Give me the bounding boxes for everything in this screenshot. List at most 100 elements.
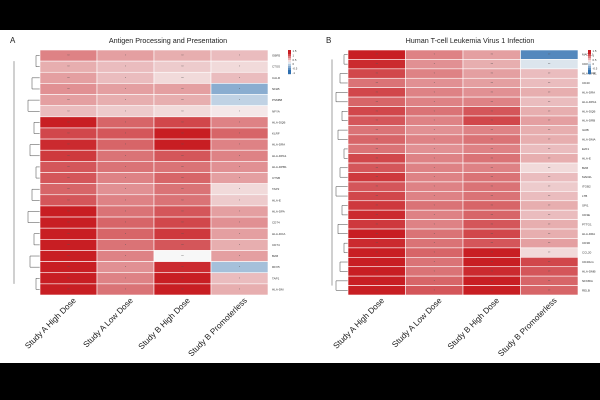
cell-significance-label: ** [67, 87, 70, 91]
row-label: HLA-DRA [582, 90, 595, 94]
cell-significance-label: ** [67, 176, 70, 180]
row-dendrogram [13, 55, 40, 290]
top-black-band [0, 0, 600, 30]
cell-significance-label: * [125, 176, 127, 180]
cell-significance-label: ** [67, 154, 70, 158]
legend-swatch [588, 72, 591, 75]
legend-tick-label: -1 [593, 71, 596, 75]
cell-significance-label: ** [548, 213, 551, 217]
cell-significance-label: ** [181, 287, 184, 291]
cell-significance-label: ** [376, 147, 379, 151]
row-label: NFYA [272, 109, 280, 113]
cell-significance-label: ** [491, 62, 494, 66]
cell-significance-label: ** [376, 90, 379, 94]
dendrogram-branch [335, 186, 348, 197]
cell-significance-label: * [239, 143, 241, 147]
cell-significance-label: ** [548, 288, 551, 292]
legend-swatch [288, 66, 291, 69]
cell-significance-label: * [434, 232, 436, 236]
cell-significance-label: ** [491, 119, 494, 123]
column-label: Study A High Dose [23, 296, 78, 351]
cell-significance-label: ** [376, 194, 379, 198]
dendrogram-branch [337, 129, 348, 140]
cell-significance-label: * [434, 194, 436, 198]
cell-significance-label: ** [181, 254, 184, 258]
cell-significance-label: * [125, 132, 127, 136]
cell-significance-label: * [434, 213, 436, 217]
cell-significance-label: * [434, 166, 436, 170]
cell-significance-label: ** [67, 276, 70, 280]
dendrogram-branch [33, 233, 40, 246]
column-label: Study A High Dose [332, 296, 387, 351]
cell-significance-label: ** [376, 232, 379, 236]
cell-significance-label: ** [181, 120, 184, 124]
cell-significance-label: ** [548, 269, 551, 273]
legend-swatch [288, 56, 291, 59]
column-label: Study B High Dose [446, 296, 502, 352]
dendrogram-branch [339, 167, 348, 178]
cell-significance-label: * [239, 76, 241, 80]
row-label: E2F1 [582, 147, 590, 151]
cell-significance-label: * [434, 269, 436, 273]
dendrogram-branch [29, 255, 40, 268]
legend-swatch [588, 70, 591, 73]
cell-significance-label: ** [181, 176, 184, 180]
cell-significance-label: ** [548, 241, 551, 245]
cell-significance-label: ** [548, 222, 551, 226]
cell-significance-label: ** [67, 109, 70, 113]
row-label: CDK4 [582, 62, 590, 66]
cell-significance-label: * [434, 147, 436, 151]
legend-swatch [588, 62, 591, 65]
cell-significance-label: ** [548, 109, 551, 113]
dendrogram-branch [339, 73, 348, 84]
cell-significance-label: ** [376, 203, 379, 207]
legend-swatch [588, 64, 591, 67]
cell-significance-label: ** [548, 279, 551, 283]
color-legend: 1.510.50-0.5-1 [288, 49, 298, 75]
cell-significance-label: * [125, 232, 127, 236]
legend-swatch [588, 56, 591, 59]
cell-significance-label: * [125, 221, 127, 225]
row-label: HLA-DMA [582, 138, 596, 142]
cell-significance-label: ** [491, 138, 494, 142]
cell-significance-label: * [125, 287, 127, 291]
row-label: HLA-DRA [272, 143, 285, 147]
legend-tick-label: 1 [293, 53, 295, 57]
cell-significance-label: * [125, 143, 127, 147]
row-label: CALR [272, 76, 281, 80]
cell-significance-label: * [239, 187, 241, 191]
row-label: NFKBIA [582, 279, 593, 283]
dendrogram-branch [339, 261, 348, 272]
panel-letter: B [326, 36, 331, 45]
legend-tick-label: 0.5 [593, 58, 597, 62]
cell-significance-label: ** [491, 213, 494, 217]
legend-swatch [288, 70, 291, 73]
cell-significance-label: ** [491, 90, 494, 94]
cell-significance-label: ** [491, 128, 494, 132]
cell-significance-label: ** [376, 260, 379, 264]
cell-significance-label: * [434, 119, 436, 123]
cell-significance-label: ** [67, 65, 70, 69]
row-label: SPI1 [582, 203, 589, 207]
heatmap-panel-b: B Human T-cell Leukemia Virus 1 Infection… [326, 36, 598, 358]
dendrogram-branch [35, 166, 40, 179]
cell-significance-label: * [434, 72, 436, 76]
cell-significance-label: * [125, 187, 127, 191]
legend-tick-label: -0.5 [293, 67, 298, 71]
dendrogram-branch [335, 280, 348, 291]
cell-significance-label: ** [67, 165, 70, 169]
row-label: ITGB2 [582, 185, 591, 189]
panel-title: Antigen Processing and Presentation [109, 36, 227, 45]
cell-significance-label: * [239, 87, 241, 91]
cell-significance-label: ** [491, 185, 494, 189]
cell-significance-label: ** [67, 254, 70, 258]
cell-significance-label: * [239, 276, 241, 280]
dendrogram-branch [341, 205, 348, 216]
cell-significance-label: * [239, 154, 241, 158]
cell-significance-label: * [125, 254, 127, 258]
legend-swatch [588, 58, 591, 61]
cell-significance-label: * [239, 221, 241, 225]
legend-swatch [288, 58, 291, 61]
dendrogram-branch [343, 54, 348, 65]
cell-significance-label: ** [376, 175, 379, 179]
